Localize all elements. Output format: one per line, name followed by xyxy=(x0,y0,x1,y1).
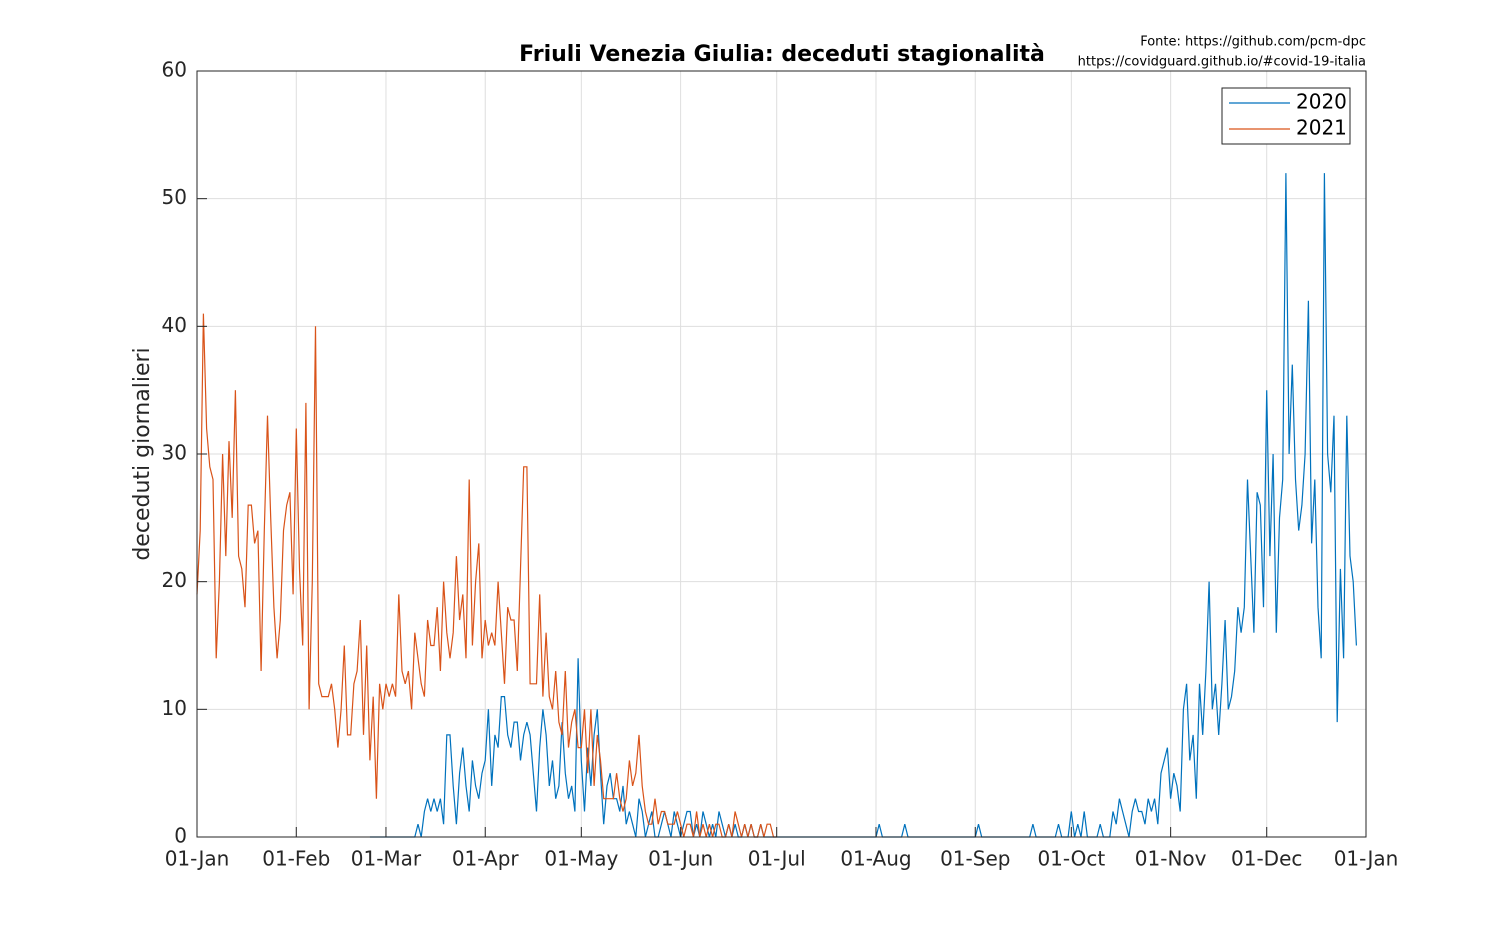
source: Fonte: https://github.com/pcm-dpc xyxy=(1140,35,1366,50)
x-tick-label: 01-Aug xyxy=(840,847,911,871)
x-tick-label: 01-Jan xyxy=(1334,847,1399,871)
y-tick-label: 10 xyxy=(162,696,187,720)
y-axis-label: deceduti giornalieri xyxy=(130,347,155,560)
legend-box xyxy=(1221,87,1351,145)
legend-label: 2021 xyxy=(1296,116,1347,140)
y-tick-label: 50 xyxy=(162,185,187,209)
x-tick-label: 01-Oct xyxy=(1037,847,1105,871)
x-tick-label: 01-Mar xyxy=(351,847,422,871)
x-tick-label: 01-Jul xyxy=(748,847,806,871)
x-tick-label: 01-Apr xyxy=(452,847,520,871)
y-tick-label: 30 xyxy=(162,441,187,465)
legend-label: 2020 xyxy=(1296,90,1347,114)
x-tick-label: 01-Feb xyxy=(262,847,330,871)
x-tick-label: 01-Dec xyxy=(1231,847,1302,871)
chart-title: Friuli Venezia Giulia: deceduti stagiona… xyxy=(519,42,1045,67)
x-tick-label: 01-May xyxy=(544,847,618,871)
y-tick-label: 40 xyxy=(162,313,187,337)
y-tick-label: 60 xyxy=(162,58,187,82)
source: https://covidguard.github.io/#covid-19-i… xyxy=(1078,55,1366,70)
x-tick-label: 01-Sep xyxy=(940,847,1010,871)
x-tick-label: 01-Jun xyxy=(648,847,713,871)
x-tick-label: 01-Jan xyxy=(165,847,230,871)
y-tick-label: 20 xyxy=(162,568,187,592)
y-tick-label: 0 xyxy=(174,824,187,848)
x-tick-label: 01-Nov xyxy=(1135,847,1207,871)
series-line xyxy=(196,313,777,838)
